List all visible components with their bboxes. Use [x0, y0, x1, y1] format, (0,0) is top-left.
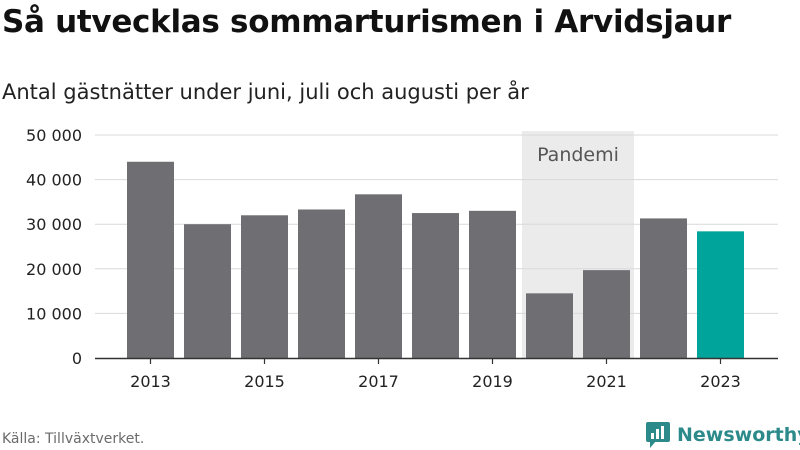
chart-bubble-icon — [646, 422, 670, 448]
y-tick-label: 40 000 — [26, 171, 82, 190]
bar-2015 — [241, 215, 288, 358]
x-tick-label: 2021 — [586, 372, 627, 391]
bar-2014 — [184, 224, 231, 358]
y-tick-label: 10 000 — [26, 304, 82, 323]
y-tick-label: 20 000 — [26, 260, 82, 279]
chart-subtitle: Antal gästnätter under juni, juli och au… — [2, 80, 529, 104]
y-tick-label: 30 000 — [26, 215, 82, 234]
chart-title: Så utvecklas sommarturismen i Arvidsjaur — [2, 4, 732, 40]
bar-2019 — [469, 210, 516, 358]
x-tick-label: 2015 — [244, 372, 285, 391]
bar-2023 — [697, 231, 744, 358]
bar-2020 — [526, 293, 573, 358]
bar-2022 — [640, 218, 687, 358]
y-tick-label: 50 000 — [26, 126, 82, 145]
x-tick-label: 2019 — [472, 372, 513, 391]
x-tick-label: 2017 — [358, 372, 399, 391]
bar-2016 — [298, 209, 345, 358]
y-tick-label: 0 — [72, 349, 82, 368]
brand-name: Newsworthy — [677, 424, 800, 446]
bar-chart: Pandemi 0 10 000 20 000 30 000 40 000 50 000 20… — [26, 126, 778, 391]
bar-2013 — [127, 161, 174, 358]
source-note: Källa: Tillväxtverket. — [2, 431, 145, 447]
x-tick-label: 2023 — [700, 372, 741, 391]
bar-2018 — [412, 213, 459, 358]
x-tick-label: 2013 — [130, 372, 171, 391]
bar-2021 — [583, 270, 630, 358]
pandemic-label: Pandemi — [537, 144, 619, 166]
bar-2017 — [355, 194, 402, 358]
newsworthy-logo[interactable]: Newsworthy — [645, 421, 800, 449]
